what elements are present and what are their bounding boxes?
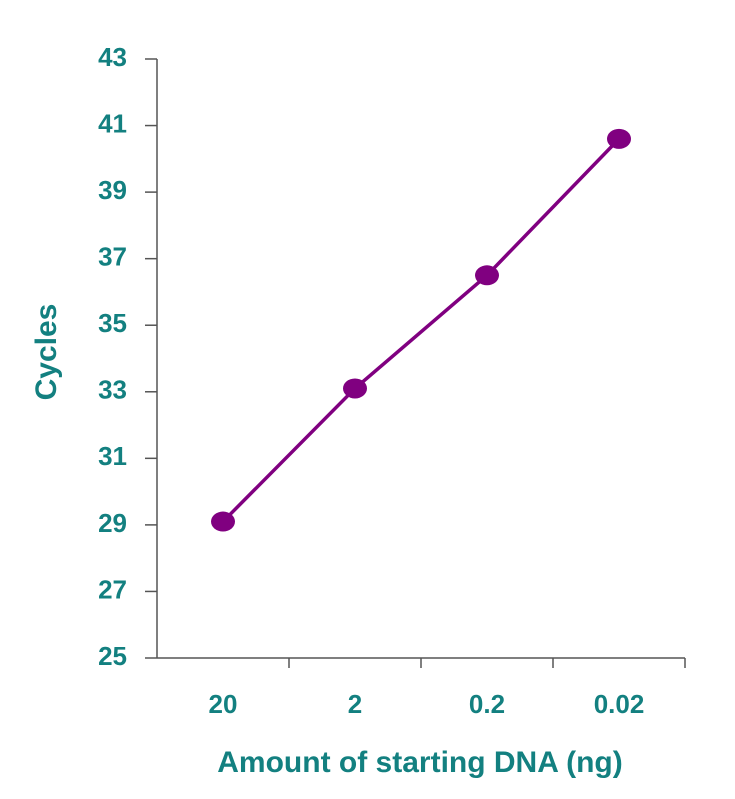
x-axis-label: Amount of starting DNA (ng): [217, 746, 622, 779]
y-tick-label: 31: [98, 441, 127, 471]
data-point: [607, 128, 631, 149]
x-tick-label: 0.2: [469, 689, 505, 719]
data-point: [343, 378, 367, 399]
y-tick-label: 27: [98, 574, 127, 604]
data-line: [221, 137, 621, 523]
y-tick-label: 25: [98, 641, 127, 671]
x-tick-label: 20: [209, 689, 238, 719]
y-tick-label: 29: [98, 508, 127, 538]
y-tick-label: 43: [98, 42, 127, 72]
y-tick-label: 41: [98, 108, 127, 138]
y-tick-label: 37: [98, 242, 127, 272]
x-tick-label: 0.02: [594, 689, 645, 719]
y-tick-label: 39: [98, 175, 127, 205]
x-tick-label: 2: [348, 689, 362, 719]
y-tick-label: 35: [98, 308, 127, 338]
data-point: [211, 511, 235, 532]
y-tick-label: 33: [98, 375, 127, 405]
y-axis-label: Cycles: [30, 304, 63, 401]
data-point: [475, 265, 499, 286]
